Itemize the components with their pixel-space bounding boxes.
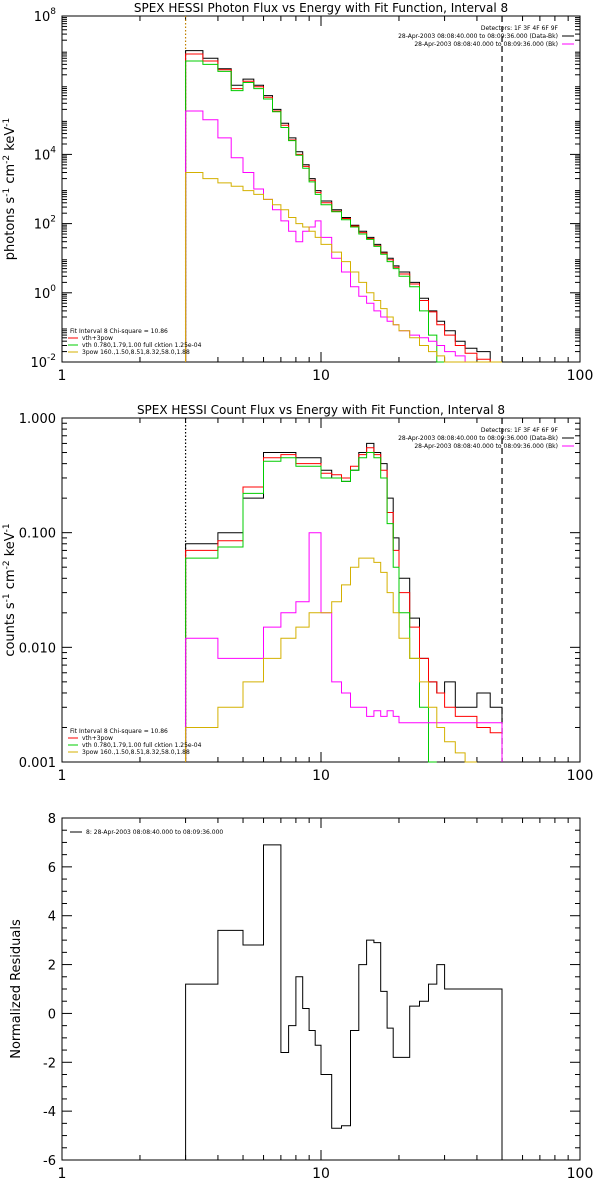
x-tick-label: 10 xyxy=(312,368,330,384)
x-axis: 1 10 100 xyxy=(58,818,594,1182)
series-2-line xyxy=(185,452,437,763)
x-tick-label: 1 xyxy=(58,368,67,384)
legend-entry: Fit Interval 8 Chi-square = 10.86 xyxy=(70,728,168,735)
y-axis-label: photons s-1 cm-2 keV-1 xyxy=(2,118,18,260)
x-tick-label: 100 xyxy=(567,368,594,384)
y-axis: -6 -4 -2 0 2 4 6 8 xyxy=(43,812,580,1169)
y-tick-label: 2 xyxy=(48,959,56,974)
legend-top-left: 8: 28-Apr-2003 08:08:40.000 to 08:09:36.… xyxy=(70,829,223,836)
x-tick-label: 100 xyxy=(567,1166,594,1182)
legend-entry: 28-Apr-2003 08:08:40.000 to 08:09:36.000… xyxy=(398,33,558,40)
y-tick-label: 4 xyxy=(48,910,56,925)
y-axis-label: counts s-1 cm-2 keV-1 xyxy=(2,523,18,656)
x-tick-label: 10 xyxy=(312,768,330,784)
y-tick-label: 10-2 xyxy=(30,353,56,371)
legend-entry: Detectors: 1F 3F 4F 6F 9F xyxy=(481,427,559,434)
series-1-line xyxy=(185,447,503,762)
series-1-line xyxy=(185,53,502,363)
y-tick-label: 0.001 xyxy=(19,756,56,771)
legend-entry: vth+3pow xyxy=(82,335,113,342)
legend-bottom-left: Fit Interval 8 Chi-square = 10.86vth+3po… xyxy=(68,728,202,756)
chart-title: SPEX HESSI Photon Flux vs Energy with Fi… xyxy=(134,1,508,15)
series-0-line xyxy=(185,50,502,363)
series-0-line xyxy=(185,844,503,1160)
y-tick-label: 1.000 xyxy=(19,412,56,427)
y-tick-label: 100 xyxy=(34,284,57,302)
legend-entry: vth+3pow xyxy=(82,735,113,742)
photon-flux-panel: SPEX HESSI Photon Flux vs Energy with Fi… xyxy=(2,1,593,384)
series-3-line xyxy=(185,110,502,363)
y-tick-label: 0 xyxy=(48,1007,56,1022)
series-4-line xyxy=(185,557,477,763)
residuals-panel: 1 10 100 -6 -4 -2 0 2 4 6 8 Normalized Residuals 8: … xyxy=(9,812,593,1182)
legend-entry: 28-Apr-2003 08:08:40.000 to 08:09:36.000… xyxy=(414,41,558,48)
y-tick-label: 102 xyxy=(34,215,56,233)
x-tick-label: 10 xyxy=(312,1166,330,1182)
legend-entry: 28-Apr-2003 08:08:40.000 to 08:09:36.000… xyxy=(414,443,558,450)
x-tick-label: 100 xyxy=(567,768,594,784)
series-0-line xyxy=(185,442,503,762)
y-tick-label: 104 xyxy=(34,145,57,163)
y-tick-label: -2 xyxy=(43,1056,56,1071)
legend-entry: 3pow 160.,1.50,8.51,8.32,58.0,1.88 xyxy=(82,749,190,756)
y-tick-label: 108 xyxy=(34,7,57,25)
chart-title: SPEX HESSI Count Flux vs Energy with Fit… xyxy=(137,403,505,417)
series-3-line xyxy=(185,532,503,762)
y-axis-label: Normalized Residuals xyxy=(9,919,24,1059)
legend-entry: 8: 28-Apr-2003 08:08:40.000 to 08:09:36.… xyxy=(86,829,223,836)
y-tick-label: 0.100 xyxy=(19,527,56,542)
legend-bottom-left: Fit Interval 8 Chi-square = 10.86vth+3po… xyxy=(68,328,202,356)
series-2-line xyxy=(185,60,445,363)
y-tick-label: 8 xyxy=(48,812,56,827)
y-tick-label: -6 xyxy=(43,1154,56,1169)
y-tick-label: 6 xyxy=(48,861,56,876)
series-4-line xyxy=(185,172,502,363)
y-axis: 10-2 100 102 104 108 xyxy=(30,7,580,371)
y-tick-label: 0.010 xyxy=(19,641,56,656)
legend-entry: 3pow 160.,1.50,8.51,8.32,58.0,1.88 xyxy=(82,349,190,356)
x-tick-label: 1 xyxy=(58,1166,67,1182)
count-flux-panel: SPEX HESSI Count Flux vs Energy with Fit… xyxy=(2,403,593,784)
legend-entry: Detectors: 1F 3F 4F 6F 9F xyxy=(481,25,559,32)
legend-entry: vth 0.780,1.79,1.00 full cktion 1.25e-04 xyxy=(82,342,202,349)
x-tick-label: 1 xyxy=(58,768,67,784)
y-axis: 0.001 0.010 0.100 1.000 xyxy=(19,412,580,771)
legend-entry: vth 0.780,1.79,1.00 full cktion 1.25e-04 xyxy=(82,742,202,749)
y-tick-label: -4 xyxy=(43,1105,56,1120)
legend-entry: 28-Apr-2003 08:08:40.000 to 08:09:36.000… xyxy=(398,435,558,442)
legend-entry: Fit Interval 8 Chi-square = 10.86 xyxy=(70,328,168,335)
